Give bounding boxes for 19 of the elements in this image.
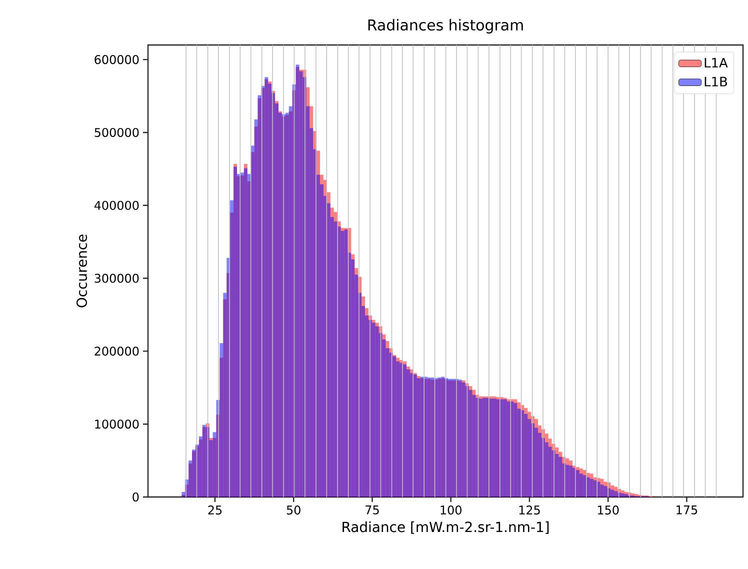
y-tick-label: 600000 bbox=[94, 55, 139, 64]
y-tick-label: 300000 bbox=[94, 274, 139, 283]
chart-title: Radiances histogram bbox=[368, 19, 523, 34]
x-tick-label: 150 bbox=[598, 506, 619, 515]
y-axis-title: Occurence bbox=[76, 234, 88, 308]
x-tick-label: 50 bbox=[286, 506, 300, 515]
y-tick-label: 0 bbox=[132, 492, 139, 502]
x-axis-title: Radiance [mW.m-2.sr-1.nm-1] bbox=[342, 521, 549, 534]
x-tick-label: 25 bbox=[208, 506, 222, 515]
x-tick-label: 100 bbox=[440, 506, 462, 515]
y-tick-label: 200000 bbox=[94, 346, 139, 356]
y-tick-label: 100000 bbox=[95, 420, 139, 429]
x-tick-label: 175 bbox=[676, 506, 698, 514]
y-tick-label: 400000 bbox=[94, 200, 139, 210]
x-tick-label: 75 bbox=[366, 506, 379, 514]
legend-label: L1A bbox=[704, 58, 728, 68]
x-tick-label: 125 bbox=[519, 506, 540, 515]
legend-label: L1B bbox=[704, 76, 727, 86]
y-tick-label: 500000 bbox=[94, 128, 139, 137]
